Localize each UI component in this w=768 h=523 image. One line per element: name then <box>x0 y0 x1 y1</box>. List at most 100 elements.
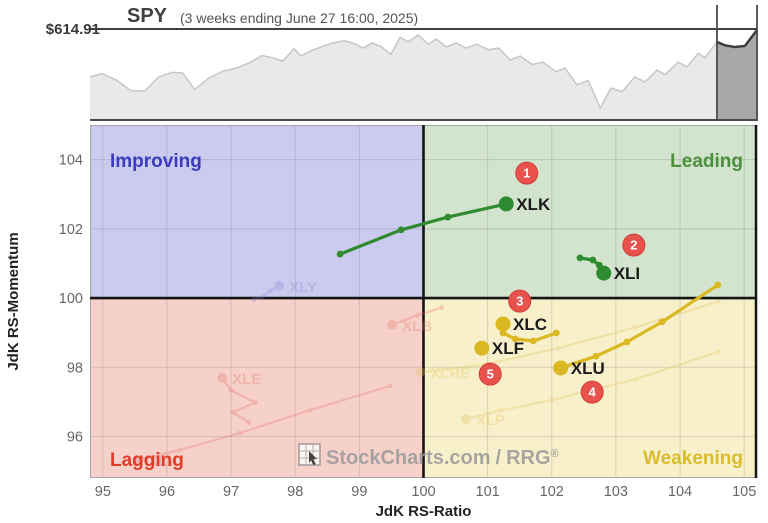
XLE-tail-point <box>230 409 236 415</box>
XLY-label: XLY <box>289 279 317 296</box>
XLE-endpoint <box>217 372 228 383</box>
XLB-tail-point <box>439 305 444 311</box>
XLV-tail-point <box>177 447 183 453</box>
badge-circle <box>508 289 532 313</box>
chart-grid-cursor-icon <box>298 443 321 466</box>
XLE-tail-point <box>253 400 258 405</box>
XLP-label: XLP <box>476 412 505 429</box>
badge-circle <box>515 161 539 185</box>
rank-badge-1[interactable]: 1 <box>515 161 539 185</box>
XLRE-tail-point <box>632 325 638 330</box>
series-XLU[interactable]: XLU <box>553 281 722 378</box>
series-XLF[interactable]: XLF <box>474 339 524 358</box>
series-XLI[interactable]: XLI <box>576 254 641 283</box>
XLY-tail <box>252 284 281 301</box>
x-tick-98: 98 <box>287 484 303 500</box>
x-tick-100: 100 <box>411 484 435 500</box>
XLI-endpoint[interactable] <box>596 265 612 281</box>
x-tick-97: 97 <box>223 484 239 500</box>
XLU-tail-point <box>623 338 631 346</box>
XLU-tail-point <box>658 318 666 326</box>
rank-badge-4[interactable]: 4 <box>580 380 604 404</box>
XLV-tail-point <box>387 383 393 389</box>
XLK-tail <box>338 202 508 256</box>
badge-number: 2 <box>630 238 637 253</box>
spy-price-minichart <box>89 5 758 121</box>
x-tick-95: 95 <box>95 484 111 500</box>
XLRE-tail-point <box>555 345 561 351</box>
rank-badge-5[interactable]: 5 <box>478 362 502 386</box>
y-tick-98: 98 <box>67 360 83 376</box>
badge-number: 1 <box>523 166 530 181</box>
x-tick-96: 96 <box>159 484 175 500</box>
series-XLY: XLY <box>251 279 317 303</box>
x-tick-103: 103 <box>604 484 628 500</box>
quadrant-label-leading: Leading <box>670 151 743 172</box>
XLV-tail-point <box>307 407 313 413</box>
rrg-quadrant-chart[interactable]: StockCharts.com / RRG® XLY XLE XLB XLV XLRE XLP X… <box>0 125 768 523</box>
series-XLC[interactable]: XLC <box>495 315 560 345</box>
XLB-tail-point <box>414 312 420 318</box>
XLY-tail-point <box>267 288 273 294</box>
rank-badge-2[interactable]: 2 <box>622 233 646 257</box>
XLI-tail-point <box>589 256 597 264</box>
XLI-tail-point <box>576 254 584 262</box>
XLK-endpoint[interactable] <box>498 196 514 212</box>
XLB-tail <box>391 306 443 327</box>
XLC-tail-point <box>511 335 519 343</box>
y-tick-96: 96 <box>67 429 83 445</box>
rank-badge-3[interactable]: 3 <box>508 289 532 313</box>
XLP-tail-point <box>498 408 503 413</box>
XLV-label: XLV <box>148 453 176 470</box>
XLE-label: XLE <box>232 371 261 388</box>
series-XLE: XLE <box>217 371 261 426</box>
y-axis-title: JdK RS-Momentum <box>5 232 22 370</box>
XLP-tail-point <box>549 397 555 403</box>
XLC-tail-point <box>529 337 537 345</box>
quadrant-lagging <box>90 298 424 478</box>
quadrant-label-improving: Improving <box>110 151 202 172</box>
y-tick-104: 104 <box>59 153 83 169</box>
x-tick-105: 105 <box>732 484 756 500</box>
XLF-label: XLF <box>492 339 524 358</box>
XLK-tail-point <box>336 250 344 258</box>
XLRE-label: XLRE <box>430 365 470 382</box>
XLE-tail-point <box>228 388 234 393</box>
XLE-tail-point <box>246 420 252 426</box>
XLC-endpoint[interactable] <box>495 316 511 332</box>
x-tick-102: 102 <box>540 484 564 500</box>
XLP-tail <box>464 350 720 421</box>
symbol-title: SPY <box>127 5 168 27</box>
XLP-tail-point <box>716 349 721 355</box>
XLK-tail-point <box>397 226 405 234</box>
badge-circle <box>622 233 646 257</box>
XLB-endpoint <box>387 320 398 331</box>
y-tick-102: 102 <box>59 222 83 238</box>
XLU-endpoint[interactable] <box>553 360 569 376</box>
quadrant-improving <box>90 125 424 299</box>
stockcharts-watermark: StockCharts.com / RRG® <box>298 443 559 469</box>
badge-circle <box>478 362 502 386</box>
XLRE-tail <box>419 300 720 374</box>
XLU-tail-point <box>714 281 722 289</box>
x-tick-99: 99 <box>351 484 367 500</box>
spy-history-line <box>89 34 718 110</box>
spy-history-area <box>90 35 717 121</box>
quadrant-label-lagging: Lagging <box>110 450 184 471</box>
quadrant-label-weakening: Weakening <box>643 448 743 469</box>
XLY-tail-point <box>260 293 266 299</box>
XLRE-tail-point <box>446 366 452 372</box>
series-XLK[interactable]: XLK <box>336 195 551 258</box>
XLK-tail-point <box>444 213 452 221</box>
XLC-tail-point <box>552 329 560 337</box>
spy-window-3weeks-area <box>716 30 757 121</box>
XLV-endpoint <box>133 455 144 466</box>
series-XLB: XLB <box>387 305 444 335</box>
price-level-label: $614.91 <box>45 21 100 38</box>
XLRE-endpoint <box>415 367 426 378</box>
x-tick-104: 104 <box>668 484 692 500</box>
series-XLRE: XLRE <box>415 299 721 382</box>
date-range-subtitle: (3 weeks ending June 27 16:00, 2025) <box>180 10 419 26</box>
XLF-endpoint[interactable] <box>474 340 490 356</box>
x-axis-title: JdK RS-Ratio <box>376 503 472 520</box>
